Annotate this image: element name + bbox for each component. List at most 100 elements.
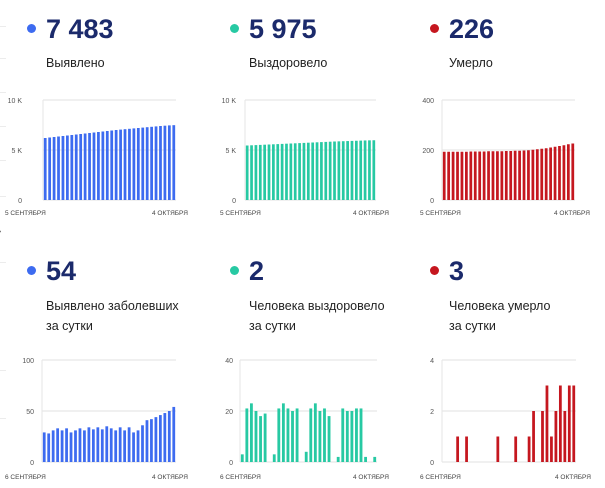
chart-bar <box>456 436 460 462</box>
chart-bar <box>132 128 136 200</box>
chart-bar <box>172 406 176 462</box>
chart-bar <box>272 144 275 200</box>
x-axis-end-label: 4 ОКТЯБРЯ <box>353 210 389 217</box>
chart-bar <box>272 454 276 462</box>
chart-bar <box>100 429 104 462</box>
chart-bar <box>286 408 290 462</box>
chart-bar <box>327 416 331 462</box>
edge-divider <box>0 196 6 197</box>
chart-bar <box>277 408 281 462</box>
chart-bar <box>74 134 78 200</box>
y-tick-label: 40 <box>225 358 233 365</box>
chart-bar <box>52 137 56 200</box>
chart-bar <box>70 135 74 200</box>
chart-bar <box>518 150 521 200</box>
chart-bar <box>61 136 65 200</box>
chart-bar <box>158 415 162 462</box>
stat-value: 54 <box>46 256 77 286</box>
chart-bar <box>56 428 60 462</box>
chart-bar <box>118 427 122 462</box>
x-axis-end-label: 4 ОКТЯБРЯ <box>353 474 389 481</box>
chart-bar <box>532 411 535 462</box>
x-axis-end-label: 4 ОКТЯБРЯ <box>555 474 591 481</box>
chart-bar <box>114 130 118 200</box>
chart-bar <box>333 141 336 200</box>
chart-bar <box>123 430 127 462</box>
chart-bar <box>465 151 468 200</box>
x-axis-start-label: 6 СЕНТЯБРЯ <box>420 474 461 481</box>
y-tick-label: 400 <box>422 98 434 105</box>
chart-bar <box>258 144 262 200</box>
chart-bar <box>83 133 87 200</box>
chart-bar <box>553 146 557 200</box>
y-tick-label: 200 <box>422 148 434 155</box>
stat-value: 7 483 <box>46 14 114 44</box>
chart-bar <box>136 430 140 462</box>
chart-bar <box>337 141 341 200</box>
chart-bar <box>159 126 162 200</box>
chart-bar <box>469 151 473 200</box>
chart-bar <box>65 428 68 462</box>
edge-divider <box>0 262 6 263</box>
stat-label-line1: Выздоровело <box>249 56 328 70</box>
y-tick-label: 0 <box>229 460 233 467</box>
chart-bar <box>341 408 345 462</box>
edge-glyph: › <box>0 226 1 237</box>
left-edge-strip: › , <box>0 0 8 488</box>
stat-value: 5 975 <box>249 14 317 44</box>
chart-bar <box>558 385 562 462</box>
chart-bar <box>259 416 262 462</box>
chart-bar <box>562 145 566 200</box>
chart-bar <box>318 411 322 462</box>
x-axis-end-label: 4 ОКТЯБРЯ <box>554 210 590 217</box>
chart-bar <box>60 430 64 462</box>
chart-bar <box>359 408 363 462</box>
chart-bar <box>304 451 308 462</box>
chart-bar <box>496 436 500 462</box>
chart-bar <box>527 150 530 200</box>
y-tick-label: 5 K <box>225 148 236 155</box>
y-tick-label: 0 <box>430 460 434 467</box>
chart-bar <box>141 127 145 200</box>
y-tick-label: 0 <box>18 198 22 205</box>
y-tick-label: 5 K <box>11 148 22 155</box>
chart-bar <box>513 150 517 200</box>
chart-bar <box>465 436 468 462</box>
edge-divider <box>0 370 6 371</box>
chart-bar <box>254 145 258 200</box>
chart-bar <box>281 403 285 462</box>
chart-bar <box>295 408 299 462</box>
chart-bar <box>315 142 319 200</box>
chart-bar <box>323 408 326 462</box>
chart-bar <box>101 131 105 200</box>
edge-divider <box>0 160 6 161</box>
chart-bar <box>563 411 567 462</box>
chart-bar <box>541 411 544 462</box>
chart-bar <box>119 129 122 200</box>
status-dot-icon <box>230 24 239 33</box>
chart-bar <box>69 432 73 462</box>
chart-bar <box>350 411 354 462</box>
edge-divider <box>0 418 6 419</box>
status-dot-icon <box>27 24 36 33</box>
chart-bar <box>549 147 552 200</box>
chart-bar <box>544 148 548 200</box>
chart-bar <box>373 456 377 462</box>
chart-bar <box>132 432 135 462</box>
chart-bar <box>509 151 513 200</box>
chart-bar <box>447 151 451 200</box>
chart-bar <box>364 456 367 462</box>
chart-bar <box>150 126 153 200</box>
chart-bar <box>345 411 349 462</box>
chart-bar <box>83 430 86 462</box>
chart-bar <box>245 408 249 462</box>
chart-bar <box>527 436 531 462</box>
chart-bar <box>558 146 561 200</box>
chart-bar <box>43 138 47 200</box>
chart-bar <box>250 145 253 200</box>
chart-bar <box>442 151 446 200</box>
x-axis-start-label: 5 СЕНТЯБРЯ <box>220 210 261 217</box>
y-tick-label: 0 <box>430 198 434 205</box>
x-axis-start-label: 5 СЕНТЯБРЯ <box>5 210 46 217</box>
chart-bar <box>531 149 535 200</box>
